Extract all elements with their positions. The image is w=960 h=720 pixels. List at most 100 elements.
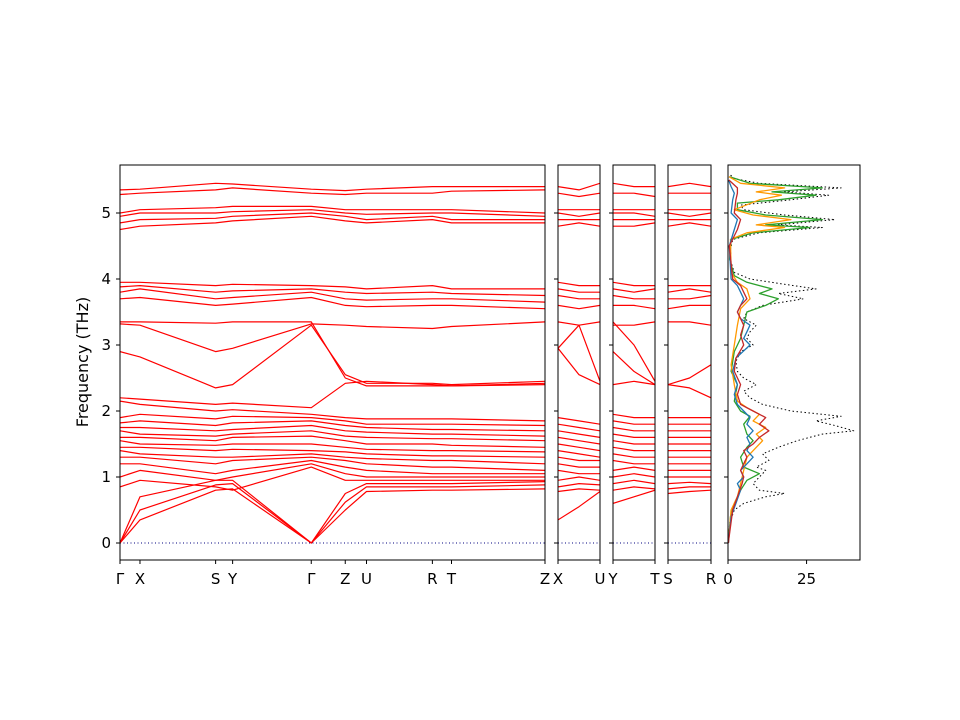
phonon-band-line <box>120 420 545 432</box>
x-tick-label: 0 <box>723 570 733 588</box>
phonon-band-line <box>120 212 545 224</box>
phonon-band-line <box>120 435 545 448</box>
phonon-band-line <box>613 281 655 287</box>
x-tick-label: X <box>553 570 563 588</box>
phonon-band-line <box>558 182 600 191</box>
x-tick-label: Z <box>540 570 550 588</box>
x-tick-label: X <box>135 570 145 588</box>
phonon-band-line <box>558 436 600 445</box>
y-tick-label: 5 <box>101 204 111 222</box>
phonon-band-line <box>613 192 655 198</box>
phonon-band-line <box>120 424 545 437</box>
x-tick-label: Z <box>340 570 350 588</box>
phonon-band-line <box>613 440 655 445</box>
phonon-band-line <box>668 294 711 300</box>
bands-SR-frame <box>667 164 712 561</box>
x-tick-label: T <box>649 570 660 588</box>
phonon-band-line <box>613 453 655 458</box>
panel-density-of-states: 0 25 <box>723 164 861 588</box>
phonon-band-line <box>558 491 600 521</box>
phonon-band-line <box>120 209 545 217</box>
phonon-band-line <box>613 473 655 478</box>
phonon-band-line <box>120 215 545 231</box>
phonon-band-line <box>120 450 545 465</box>
phonon-band-line <box>120 182 545 192</box>
phonon-band-line <box>120 488 545 544</box>
bands-YT-frame <box>612 164 656 561</box>
phonon-band-line <box>668 321 711 326</box>
phonon-band-line <box>613 321 655 382</box>
phonon-band-line <box>668 288 711 293</box>
y-tick-label: 2 <box>101 402 111 420</box>
phonon-band-line <box>613 489 655 504</box>
x-tick-label: R <box>427 570 437 588</box>
phonon-band-line <box>120 483 545 544</box>
phonon-band-line <box>558 488 600 493</box>
y-tick-label: 0 <box>101 534 111 552</box>
phonon-band-line <box>120 459 545 475</box>
phonon-band-line <box>558 417 600 425</box>
phonon-band-line <box>558 281 600 287</box>
phonon-band-line <box>668 182 711 188</box>
dos-black-dotted-curve <box>728 173 855 544</box>
phonon-band-line <box>668 384 711 399</box>
phonon-band-line <box>120 400 545 422</box>
bands-XU-frame <box>557 164 601 561</box>
phonon-band-line <box>613 182 655 188</box>
phonon-band-line <box>120 321 545 353</box>
phonon-band-line <box>613 288 655 293</box>
phonon-band-line <box>613 420 655 425</box>
phonon-band-line <box>613 351 655 386</box>
phonon-band-line <box>558 294 600 300</box>
phonon-band-line <box>120 413 545 427</box>
phonon-band-line <box>120 456 545 471</box>
x-tick-label: S <box>211 570 221 588</box>
phonon-band-line <box>120 285 545 297</box>
phonon-band-line <box>613 446 655 452</box>
x-tick-label: Γ <box>307 570 316 588</box>
phonon-band-line <box>613 222 655 227</box>
phonon-band-line <box>120 430 545 442</box>
phonon-band-line <box>668 304 711 310</box>
phonon-band-line <box>120 296 545 310</box>
phonon-band-line <box>558 456 600 462</box>
phonon-band-line <box>558 469 600 475</box>
phonon-band-line <box>613 486 655 491</box>
phonon-band-line <box>558 288 600 293</box>
x-tick-label: T <box>446 570 457 588</box>
phonon-band-line <box>558 347 600 386</box>
phonon-band-line <box>558 192 600 198</box>
x-tick-label: Y <box>227 570 238 588</box>
phonon-band-line <box>558 324 600 382</box>
phonon-band-line <box>613 321 655 326</box>
phonon-band-line <box>120 440 545 453</box>
phonon-band-line <box>558 212 600 217</box>
phonon-band-line <box>668 222 711 227</box>
phonon-band-line <box>120 187 545 196</box>
dos-darkred-curve <box>728 179 770 544</box>
phonon-band-line <box>613 479 655 485</box>
x-tick-label: Y <box>607 570 618 588</box>
phonon-band-line <box>613 294 655 300</box>
phonon-band-line <box>558 304 600 310</box>
x-tick-label: Γ <box>116 570 125 588</box>
density-of-states-frame <box>727 164 861 561</box>
phonon-band-line <box>668 364 711 386</box>
phonon-band-line <box>558 450 600 458</box>
phonon-band-line <box>120 380 545 409</box>
phonon-band-line <box>120 446 545 458</box>
phonon-band-line <box>120 479 545 544</box>
phonon-band-line <box>558 483 600 488</box>
phonon-band-line <box>613 459 655 465</box>
phonon-band-line <box>668 486 711 490</box>
y-tick-label: 1 <box>101 468 111 486</box>
phonon-band-line <box>558 476 600 481</box>
phonon-band-line <box>558 463 600 468</box>
y-tick-label: 3 <box>101 336 111 354</box>
x-tick-label: U <box>595 570 606 588</box>
x-tick-label: 25 <box>797 570 816 588</box>
phonon-band-line <box>558 430 600 438</box>
